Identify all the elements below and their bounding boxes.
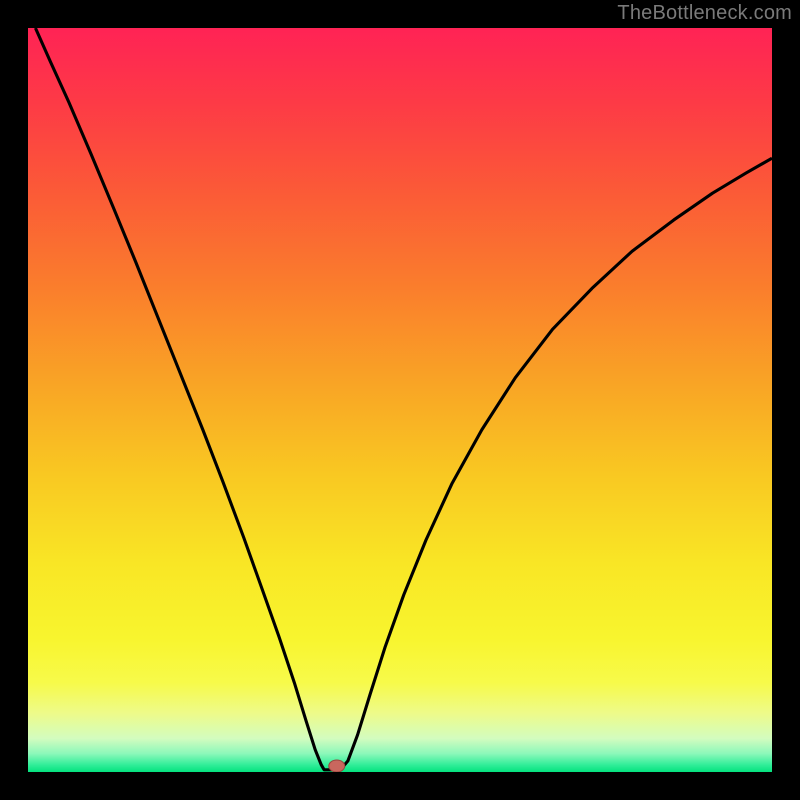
optimal-point-marker bbox=[329, 760, 345, 772]
bottleneck-curve bbox=[35, 28, 772, 770]
chart-canvas: TheBottleneck.com bbox=[0, 0, 800, 800]
watermark-text: TheBottleneck.com bbox=[617, 2, 792, 25]
plot-area bbox=[28, 28, 772, 772]
curve-layer bbox=[28, 28, 772, 772]
